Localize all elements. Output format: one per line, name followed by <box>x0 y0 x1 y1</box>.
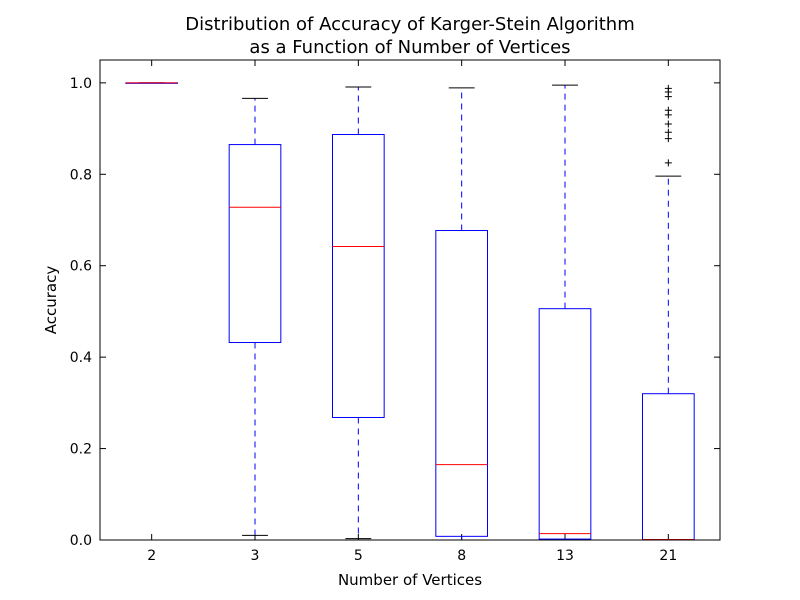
flier-point <box>664 106 672 114</box>
flier-point <box>664 159 672 167</box>
plot-area: 0.0 0.2 0.4 0.6 0.8 1.0 2 3 5 8 13 21 <box>70 60 720 564</box>
flier-point <box>664 128 672 136</box>
y-tick-label: 0.4 <box>70 350 92 366</box>
x-tick-label: 3 <box>251 548 260 564</box>
x-tick-label: 13 <box>556 548 574 564</box>
x-tick-label: 21 <box>659 548 677 564</box>
box <box>332 134 385 418</box>
y-tick-label: 0.6 <box>70 259 92 275</box>
box <box>228 144 282 344</box>
chart-subtitle: as a Function of Number of Vertices <box>249 37 570 58</box>
x-tick-label: 8 <box>457 548 466 564</box>
chart-title: Distribution of Accuracy of Karger-Stein… <box>185 14 634 35</box>
box <box>642 393 695 541</box>
y-axis-label: Accuracy <box>42 266 60 335</box>
y-tick-label: 0.0 <box>70 533 92 549</box>
box <box>435 230 489 537</box>
flier-point <box>664 84 672 92</box>
box <box>538 308 592 540</box>
flier-point <box>664 135 672 143</box>
y-tick-label: 0.8 <box>70 167 92 183</box>
flier-point <box>664 120 672 128</box>
x-tick-label: 2 <box>147 548 156 564</box>
x-tick-label: 5 <box>354 548 363 564</box>
x-axis-label: Number of Vertices <box>338 571 482 589</box>
plot-frame <box>99 59 721 541</box>
y-tick-label: 0.2 <box>70 442 92 458</box>
y-tick-label: 1.0 <box>70 76 92 92</box>
